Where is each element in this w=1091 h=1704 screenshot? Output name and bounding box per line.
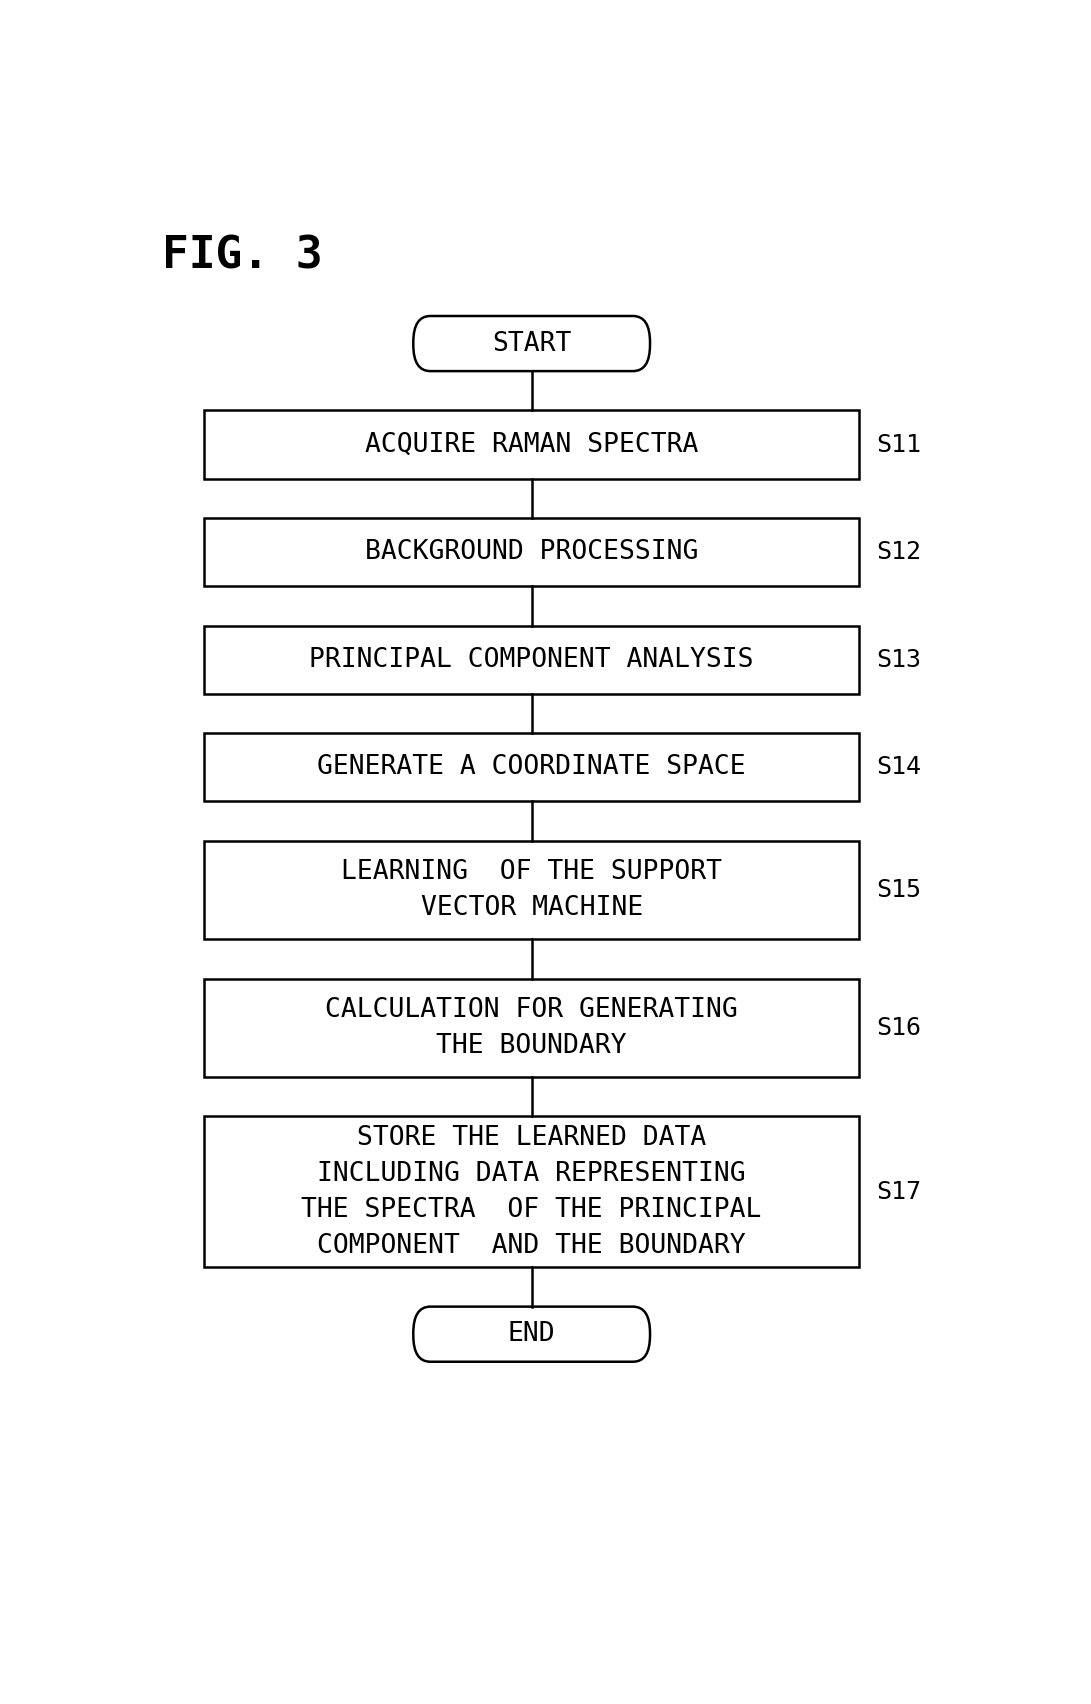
Text: FIG. 3: FIG. 3 bbox=[161, 235, 322, 278]
Text: S15: S15 bbox=[876, 878, 921, 901]
Bar bbox=[204, 518, 860, 586]
Text: GENERATE A COORDINATE SPACE: GENERATE A COORDINATE SPACE bbox=[317, 755, 746, 780]
Text: S11: S11 bbox=[876, 433, 921, 457]
Text: S13: S13 bbox=[876, 648, 921, 671]
Bar bbox=[204, 411, 860, 479]
Bar bbox=[204, 733, 860, 801]
Text: S14: S14 bbox=[876, 755, 921, 779]
FancyBboxPatch shape bbox=[413, 1307, 650, 1361]
Bar bbox=[204, 625, 860, 694]
Text: ACQUIRE RAMAN SPECTRA: ACQUIRE RAMAN SPECTRA bbox=[365, 431, 698, 458]
Text: S17: S17 bbox=[876, 1179, 921, 1203]
Text: S16: S16 bbox=[876, 1016, 921, 1039]
Bar bbox=[204, 1116, 860, 1268]
Text: PRINCIPAL COMPONENT ANALYSIS: PRINCIPAL COMPONENT ANALYSIS bbox=[310, 648, 754, 673]
Text: LEARNING  OF THE SUPPORT
VECTOR MACHINE: LEARNING OF THE SUPPORT VECTOR MACHINE bbox=[341, 859, 722, 922]
Text: END: END bbox=[507, 1321, 555, 1348]
Text: CALCULATION FOR GENERATING
THE BOUNDARY: CALCULATION FOR GENERATING THE BOUNDARY bbox=[325, 997, 738, 1058]
Text: S12: S12 bbox=[876, 540, 921, 564]
Text: BACKGROUND PROCESSING: BACKGROUND PROCESSING bbox=[365, 538, 698, 566]
Bar bbox=[204, 978, 860, 1077]
Bar bbox=[204, 840, 860, 939]
Text: START: START bbox=[492, 331, 572, 356]
Text: STORE THE LEARNED DATA
INCLUDING DATA REPRESENTING
THE SPECTRA  OF THE PRINCIPAL: STORE THE LEARNED DATA INCLUDING DATA RE… bbox=[301, 1125, 762, 1259]
FancyBboxPatch shape bbox=[413, 315, 650, 371]
